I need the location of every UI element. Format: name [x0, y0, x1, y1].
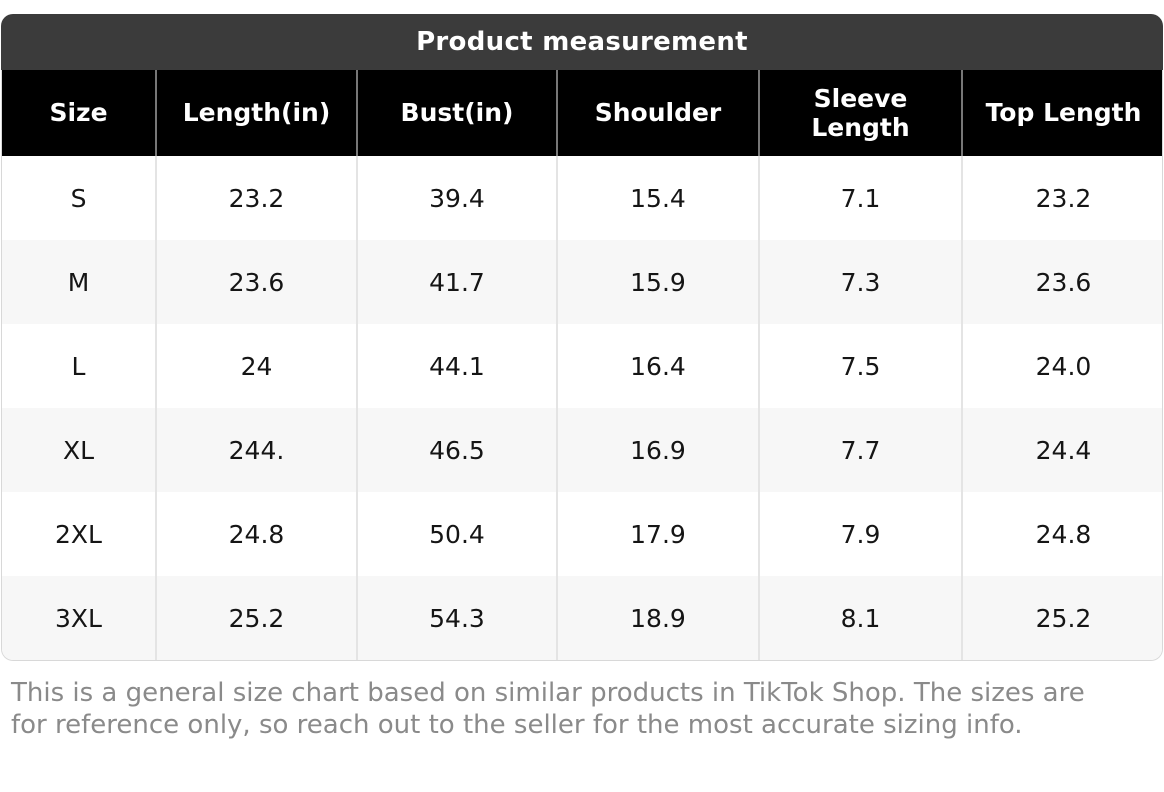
measurement-cell: 17.9 [557, 492, 760, 576]
table-row-s: S 23.2 39.4 15.4 7.1 23.2 [2, 156, 1162, 240]
size-label-cell: L [2, 324, 157, 408]
measurement-cell: 16.9 [557, 408, 760, 492]
chart-title: Product measurement [416, 27, 748, 57]
size-label-cell: 2XL [2, 492, 157, 576]
measurement-cell: 54.3 [357, 576, 558, 660]
product-measurement-chart: Product measurement Size Length(in) Bust(i… [1, 14, 1163, 741]
measurement-cell: 39.4 [357, 156, 558, 240]
table-row-l: L 24 44.1 16.4 7.5 24.0 [2, 324, 1162, 408]
size-label-cell: XL [2, 408, 157, 492]
measurement-cell: 7.7 [759, 408, 963, 492]
measurement-cell: 7.3 [759, 240, 963, 324]
table-header-row: Size Length(in) Bust(in) Shoulder Sleeve Len… [2, 70, 1162, 156]
table-header: Size Length(in) Bust(in) Shoulder Sleeve Len… [2, 70, 1162, 156]
measurement-cell: 24 [156, 324, 358, 408]
column-header-length-in: Length(in) [156, 70, 358, 156]
measurement-cell: 41.7 [357, 240, 558, 324]
measurement-cell: 24.8 [156, 492, 358, 576]
measurement-cell: 23.6 [156, 240, 358, 324]
measurement-cell: 7.9 [759, 492, 963, 576]
column-header-bust-in: Bust(in) [357, 70, 558, 156]
size-chart-disclaimer: This is a general size chart based on si… [11, 678, 1085, 740]
table-row-2xl: 2XL 24.8 50.4 17.9 7.9 24.8 [2, 492, 1162, 576]
size-label-cell: 3XL [2, 576, 157, 660]
measurement-cell: 25.2 [962, 576, 1162, 660]
measurement-cell: 23.6 [962, 240, 1162, 324]
chart-title-bar: Product measurement [1, 14, 1163, 70]
table-body: S 23.2 39.4 15.4 7.1 23.2 M 23.6 41.7 15.9 7.3 23.6… [2, 156, 1162, 660]
measurement-cell: 24.0 [962, 324, 1162, 408]
measurement-table: Size Length(in) Bust(in) Shoulder Sleeve Len… [2, 70, 1162, 660]
measurement-cell: 23.2 [156, 156, 358, 240]
measurement-cell: 7.1 [759, 156, 963, 240]
measurement-cell: 44.1 [357, 324, 558, 408]
size-label-cell: S [2, 156, 157, 240]
column-header-size: Size [2, 70, 157, 156]
table-row-m: M 23.6 41.7 15.9 7.3 23.6 [2, 240, 1162, 324]
measurement-cell: 7.5 [759, 324, 963, 408]
measurement-cell: 15.9 [557, 240, 760, 324]
measurement-cell: 24.4 [962, 408, 1162, 492]
measurement-cell: 244. [156, 408, 358, 492]
measurement-cell: 23.2 [962, 156, 1162, 240]
measurement-cell: 25.2 [156, 576, 358, 660]
column-header-shoulder: Shoulder [557, 70, 760, 156]
measurement-cell: 46.5 [357, 408, 558, 492]
measurement-cell: 15.4 [557, 156, 760, 240]
measurement-table-container: Size Length(in) Bust(in) Shoulder Sleeve Len… [1, 70, 1163, 661]
size-label-cell: M [2, 240, 157, 324]
measurement-cell: 24.8 [962, 492, 1162, 576]
measurement-cell: 8.1 [759, 576, 963, 660]
table-row-xl: XL 244. 46.5 16.9 7.7 24.4 [2, 408, 1162, 492]
column-header-sleeve-length: Sleeve Length [759, 70, 963, 156]
column-header-top-length: Top Length [962, 70, 1162, 156]
measurement-cell: 18.9 [557, 576, 760, 660]
measurement-cell: 16.4 [557, 324, 760, 408]
table-row-3xl: 3XL 25.2 54.3 18.9 8.1 25.2 [2, 576, 1162, 660]
measurement-cell: 50.4 [357, 492, 558, 576]
